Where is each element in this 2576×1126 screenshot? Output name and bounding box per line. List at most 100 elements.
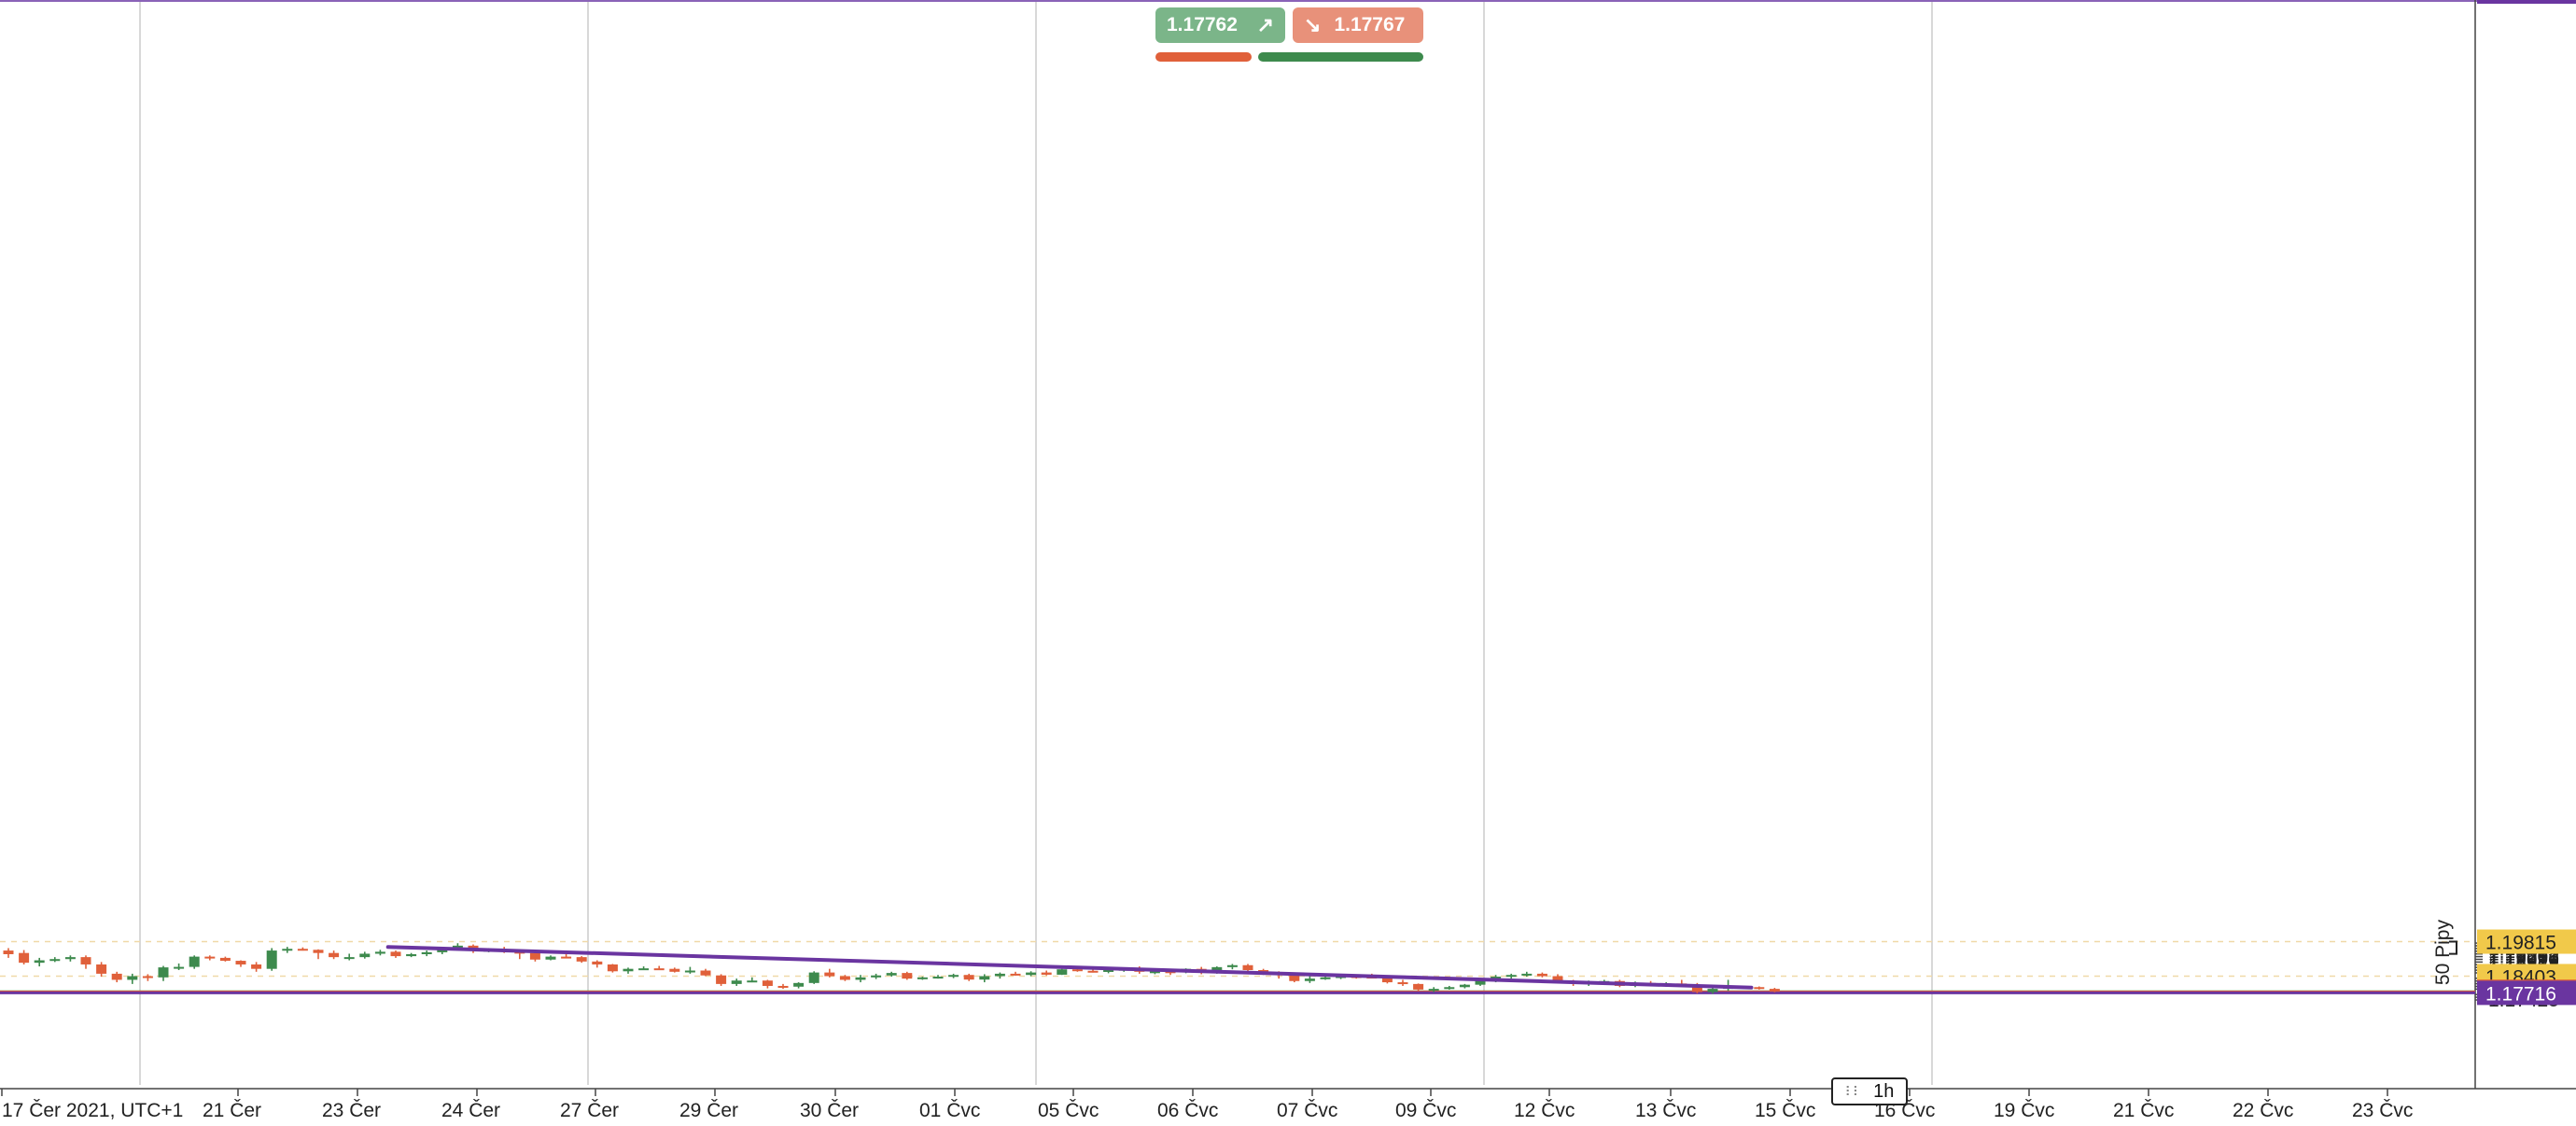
pip-ruler-label: 50 Pipy bbox=[2432, 920, 2454, 986]
candle-body bbox=[1536, 973, 1547, 977]
candle bbox=[902, 971, 913, 980]
candle-body bbox=[34, 960, 45, 964]
candle bbox=[1428, 987, 1439, 992]
time-tick-label: 21 Čer bbox=[203, 1100, 261, 1121]
candle bbox=[839, 975, 850, 981]
candle bbox=[684, 966, 695, 974]
sell-volume-bar bbox=[1155, 52, 1252, 62]
candle-body bbox=[1552, 976, 1563, 981]
price-badge-label: 1.17716 bbox=[2485, 983, 2556, 1005]
candle-body bbox=[297, 949, 308, 951]
candle-body bbox=[406, 953, 417, 957]
candle-body bbox=[545, 956, 556, 960]
candle bbox=[406, 952, 417, 958]
candle-body bbox=[824, 972, 835, 977]
candle-body bbox=[932, 977, 944, 979]
candle bbox=[1320, 976, 1331, 980]
descending-trendline bbox=[385, 945, 1754, 990]
candle-body bbox=[174, 966, 185, 969]
candle-body bbox=[142, 976, 153, 978]
time-tick-label: 23 Čer bbox=[322, 1100, 381, 1121]
candle bbox=[932, 975, 944, 979]
candle bbox=[1521, 971, 1533, 978]
candle bbox=[235, 960, 246, 967]
candle-body bbox=[638, 968, 650, 971]
timeframe-selector[interactable]: ⠇⠇ 1h bbox=[1831, 1077, 1908, 1105]
candle bbox=[219, 956, 231, 962]
candle-body bbox=[716, 975, 727, 984]
candle-body bbox=[871, 975, 882, 978]
candle bbox=[3, 948, 14, 958]
pip-ruler-bracket bbox=[2449, 940, 2457, 955]
candle bbox=[359, 951, 371, 959]
candle-body bbox=[1444, 987, 1455, 990]
candle-body bbox=[1289, 975, 1300, 981]
candle bbox=[96, 962, 107, 978]
candle-body bbox=[731, 980, 742, 984]
candle bbox=[545, 955, 556, 961]
candle-body bbox=[855, 977, 866, 980]
candle-body bbox=[607, 964, 618, 972]
candle bbox=[1304, 976, 1315, 983]
candle-body bbox=[963, 975, 974, 980]
candle bbox=[979, 974, 990, 983]
candle-body bbox=[653, 968, 665, 971]
candle-body bbox=[793, 982, 805, 987]
candle bbox=[948, 973, 959, 978]
candle bbox=[963, 973, 974, 981]
candle-body bbox=[1226, 964, 1238, 967]
time-tick-label: 01 Čvc bbox=[919, 1100, 980, 1121]
candle-body bbox=[282, 949, 293, 951]
candle bbox=[127, 973, 138, 984]
candle bbox=[607, 964, 618, 973]
candle bbox=[669, 967, 680, 973]
candle-body bbox=[189, 956, 200, 967]
candle bbox=[1397, 979, 1408, 986]
candle bbox=[716, 974, 727, 986]
timeframe-label: 1h bbox=[1873, 1080, 1895, 1102]
candle bbox=[747, 977, 758, 983]
candle bbox=[282, 947, 293, 953]
candle-body bbox=[576, 957, 587, 962]
candle bbox=[1536, 972, 1547, 978]
time-tick-label: 22 Čvc bbox=[2233, 1100, 2293, 1121]
candle bbox=[592, 960, 603, 968]
arrow-up-right-icon: ↗ bbox=[1256, 13, 1274, 36]
time-tick-label: 29 Čer bbox=[679, 1100, 738, 1121]
candle bbox=[653, 965, 665, 971]
time-axis[interactable]: 17 Čer 2021, UTC+1 21 Čer 23 Čer 24 Čer 27 Č… bbox=[1, 1089, 2413, 1121]
trendline[interactable] bbox=[385, 945, 1754, 990]
time-tick-label: 07 Čvc bbox=[1277, 1100, 1337, 1121]
candle-body bbox=[1505, 975, 1517, 978]
candle-body bbox=[1165, 971, 1176, 974]
candle-body bbox=[158, 967, 169, 978]
candle-body bbox=[979, 976, 990, 980]
candle-body bbox=[1769, 989, 1780, 992]
time-tick-label: 19 Čvc bbox=[1994, 1100, 2054, 1121]
candle-body bbox=[592, 961, 603, 964]
candle-body bbox=[204, 956, 216, 959]
candle-body bbox=[3, 950, 14, 954]
bid-price-button[interactable]: ↘ 1.17767 bbox=[1293, 7, 1423, 43]
candle-body bbox=[561, 956, 572, 959]
candle-body bbox=[1071, 969, 1083, 972]
candle-body bbox=[886, 973, 897, 976]
candle-body bbox=[1010, 973, 1021, 976]
candle bbox=[266, 948, 277, 971]
candle bbox=[824, 968, 835, 978]
ask-price-button[interactable]: 1.17762 ↗ bbox=[1155, 7, 1285, 43]
time-tick-label: 13 Čvc bbox=[1635, 1100, 1696, 1121]
candle bbox=[777, 983, 789, 990]
candle-body bbox=[700, 970, 711, 976]
candle bbox=[994, 972, 1005, 979]
candle bbox=[886, 971, 897, 978]
candle bbox=[343, 953, 355, 961]
time-tick-label: 15 Čvc bbox=[1755, 1100, 1815, 1121]
price-axis[interactable]: 1.197561.196451.195341.194231.193121.192… bbox=[2475, 0, 2576, 1011]
candle-body bbox=[1754, 987, 1765, 990]
candle-body bbox=[343, 957, 355, 960]
candle-body bbox=[1103, 969, 1114, 972]
time-tick-label: 21 Čvc bbox=[2113, 1100, 2174, 1121]
candle-body bbox=[994, 973, 1005, 977]
